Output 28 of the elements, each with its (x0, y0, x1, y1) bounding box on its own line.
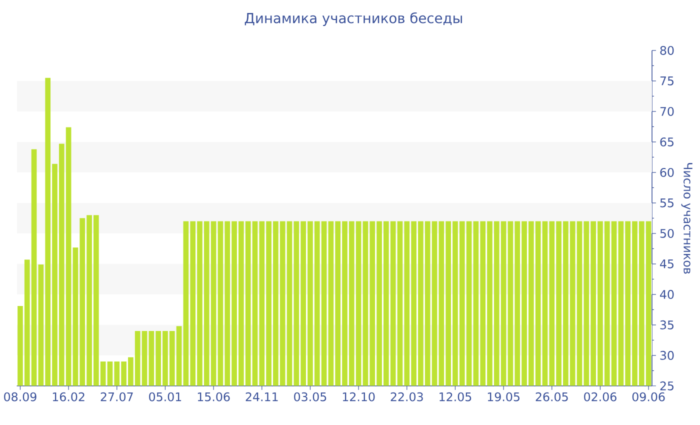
x-tick-label: 16.02 (52, 392, 84, 402)
x-tick-label: 24.11 (246, 392, 278, 401)
x-tick-label: 26.05 (536, 392, 568, 402)
y-tick-label: 60 (660, 168, 674, 177)
x-tick-label: 08.09 (4, 392, 36, 402)
y-axis-title: Число участников (681, 162, 692, 274)
x-tick-label: 09.06 (632, 392, 665, 402)
y-tick-label: 75 (660, 76, 674, 86)
y-tick-label: 65 (660, 137, 674, 146)
x-tick-label: 27.07 (100, 392, 133, 402)
x-tick-label: 19.05 (488, 392, 520, 402)
x-tick-label: 03.05 (294, 392, 326, 402)
y-tick-label: 80 (660, 46, 674, 55)
x-tick-label: 02.06 (584, 392, 616, 402)
chart-title: Динамика участников беседы (244, 12, 462, 26)
x-tick-label: 12.10 (342, 392, 375, 402)
y-tick-label: 70 (660, 106, 674, 116)
y-tick-label: 50 (660, 228, 674, 238)
x-tick-label: 12.05 (440, 392, 472, 402)
y-tick-label: 45 (660, 259, 674, 268)
x-tick-label: 22.03 (390, 392, 423, 402)
y-tick-label: 25 (660, 381, 674, 390)
y-tick-label: 30 (660, 350, 674, 360)
x-tick-label: 15.06 (198, 392, 230, 402)
y-tick-label: 40 (660, 290, 674, 299)
x-tick-label: 05.01 (149, 392, 182, 402)
y-tick-label: 35 (660, 320, 674, 330)
y-tick-label: 55 (660, 198, 674, 208)
